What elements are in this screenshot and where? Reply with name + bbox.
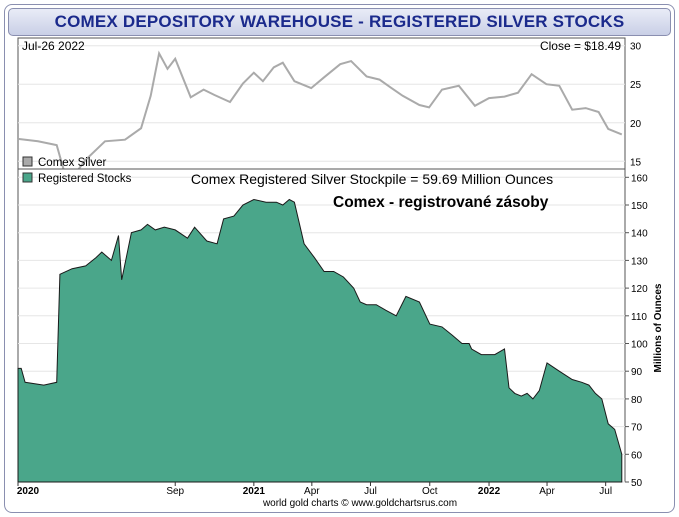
date-label: Jul-26 2022 <box>22 39 85 53</box>
x-tick-label: Apr <box>539 486 555 497</box>
stocks-y-tick-label: 60 <box>631 450 643 461</box>
stocks-y-tick-label: 70 <box>631 423 643 434</box>
x-tick-label: Jul <box>599 486 612 497</box>
silver-legend-label: Comex Silver <box>38 157 107 169</box>
silver-legend-swatch <box>22 156 33 167</box>
stocks-y-tick-label: 140 <box>631 229 648 240</box>
silver-y-tick-label: 25 <box>630 80 642 91</box>
chart-title: COMEX DEPOSITORY WAREHOUSE - REGISTERED … <box>54 12 625 31</box>
stocks-y-ticks: 50 60 70 80 90 100 110 120 130 140 150 160 <box>625 173 648 489</box>
silver-y-tick-label: 15 <box>630 157 642 168</box>
stockpile-title: Comex Registered Silver Stockpile = 59.6… <box>191 171 553 187</box>
x-tick-label: Oct <box>422 486 438 497</box>
stocks-legend-label: Registered Stocks <box>38 173 132 185</box>
x-axis-ticks: 2020 Sep 2021 Apr Jul Oct 2022 Apr Jul <box>17 482 612 497</box>
stocks-y-tick-label: 150 <box>631 201 648 212</box>
footer-credit: world gold charts © www.goldchartsrus.co… <box>262 498 457 509</box>
close-label: Close = $18.49 <box>540 39 621 53</box>
x-tick-label: 2022 <box>478 486 501 497</box>
x-tick-label: Apr <box>304 486 320 497</box>
stocks-y-tick-label: 160 <box>631 173 648 184</box>
stocks-y-tick-label: 50 <box>631 478 643 489</box>
silver-y-tick-label: 20 <box>630 119 642 130</box>
stocks-y-tick-label: 90 <box>631 367 643 378</box>
stocks-y-tick-label: 110 <box>631 312 647 323</box>
chart-header: COMEX DEPOSITORY WAREHOUSE - REGISTERED … <box>8 8 671 36</box>
registered-stocks-area <box>17 198 623 483</box>
x-tick-label: 2020 <box>17 486 40 497</box>
x-tick-label: Jul <box>364 486 377 497</box>
czech-annotation: Comex - registrované zásoby <box>333 194 549 211</box>
stocks-y-tick-label: 100 <box>631 340 648 351</box>
y-axis-label: Millions of Ounces <box>653 283 664 372</box>
stocks-y-tick-label: 130 <box>631 256 648 267</box>
silver-y-tick-label: 30 <box>630 42 642 53</box>
silver-y-ticks: 15 20 25 30 <box>630 42 642 169</box>
stocks-y-tick-label: 120 <box>631 284 648 295</box>
x-tick-label: 2021 <box>243 486 266 497</box>
stocks-legend-swatch <box>22 172 33 183</box>
silver-price-line <box>17 50 623 186</box>
silver-panel <box>17 37 626 170</box>
stocks-y-tick-label: 80 <box>631 395 643 406</box>
x-tick-label: Sep <box>166 486 184 497</box>
